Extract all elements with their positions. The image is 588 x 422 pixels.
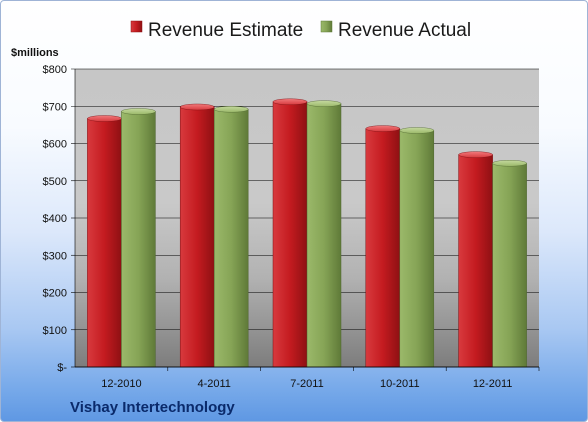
- x-axis-ticks: 12-2010 4-2011 7-2011 10-2011 12-2011: [75, 366, 540, 390]
- bar-revenue-actual-12-2011: [492, 162, 527, 368]
- bar-revenue-actual-7-2011: [306, 103, 342, 368]
- y-tick-label: $400: [43, 213, 67, 225]
- bar-top-revenue-actual-12-2011: [492, 160, 527, 167]
- bar-top-revenue-actual-12-2010: [121, 108, 156, 115]
- y-tick-label: $100: [43, 325, 67, 337]
- x-tick-label: 10-2011: [380, 378, 420, 390]
- y-axis-ticks: $- $100 $200 $300 $400 $500 $600 $700 $800: [43, 64, 76, 374]
- x-tick-label: 7-2011: [290, 378, 323, 390]
- bar-top-revenue-actual-10-2011: [399, 127, 434, 134]
- x-tick-label: 4-2011: [197, 378, 230, 390]
- bar-revenue-actual-12-2010: [121, 111, 156, 368]
- y-tick-label: $700: [43, 101, 67, 113]
- bar-revenue-estimate-4-2011: [179, 106, 215, 368]
- bar-revenue-actual-4-2011: [213, 108, 249, 368]
- x-tick-label: 12-2011: [473, 378, 513, 390]
- bars: [87, 98, 527, 368]
- y-tick-label: $500: [43, 176, 67, 188]
- x-tick-label: 12-2010: [101, 378, 141, 390]
- bar-revenue-estimate-7-2011: [272, 101, 308, 368]
- bar-top-revenue-estimate-10-2011: [365, 125, 400, 132]
- y-tick-label: $800: [43, 64, 67, 76]
- legend-label-revenue-actual: Revenue Actual: [338, 20, 471, 41]
- bar-revenue-estimate-10-2011: [365, 128, 401, 368]
- legend-swatch-revenue-estimate: [130, 20, 143, 33]
- bar-top-revenue-actual-4-2011: [213, 106, 249, 113]
- bar-top-revenue-estimate-4-2011: [179, 103, 215, 111]
- legend-label-revenue-estimate: Revenue Estimate: [148, 20, 303, 41]
- bar-top-revenue-estimate-12-2010: [87, 115, 122, 122]
- bar-revenue-actual-10-2011: [399, 130, 435, 368]
- bar-revenue-estimate-12-2010: [87, 118, 122, 368]
- bar-top-revenue-estimate-7-2011: [272, 98, 308, 105]
- company-name: Vishay Intertechnology: [70, 399, 235, 416]
- y-tick-label: $200: [43, 288, 67, 300]
- bar-revenue-estimate-12-2011: [458, 154, 493, 368]
- bar-top-revenue-estimate-12-2011: [458, 151, 493, 158]
- y-tick-label: $600: [43, 139, 67, 151]
- y-axis-unit-label: $millions: [11, 47, 59, 59]
- y-tick-label: $300: [43, 250, 67, 262]
- bar-top-revenue-actual-7-2011: [306, 100, 342, 107]
- legend-swatch-revenue-actual: [320, 20, 333, 33]
- legend: Revenue Estimate Revenue Actual: [130, 20, 471, 41]
- y-tick-label: $-: [57, 362, 67, 374]
